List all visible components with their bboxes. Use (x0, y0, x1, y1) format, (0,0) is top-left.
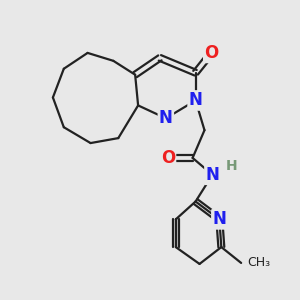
Text: O: O (161, 149, 175, 167)
Text: N: N (206, 166, 219, 184)
Text: O: O (204, 44, 219, 62)
Text: N: N (189, 92, 202, 110)
Text: H: H (225, 159, 237, 173)
Text: CH₃: CH₃ (247, 256, 270, 269)
Text: N: N (159, 109, 173, 127)
Text: N: N (212, 210, 226, 228)
